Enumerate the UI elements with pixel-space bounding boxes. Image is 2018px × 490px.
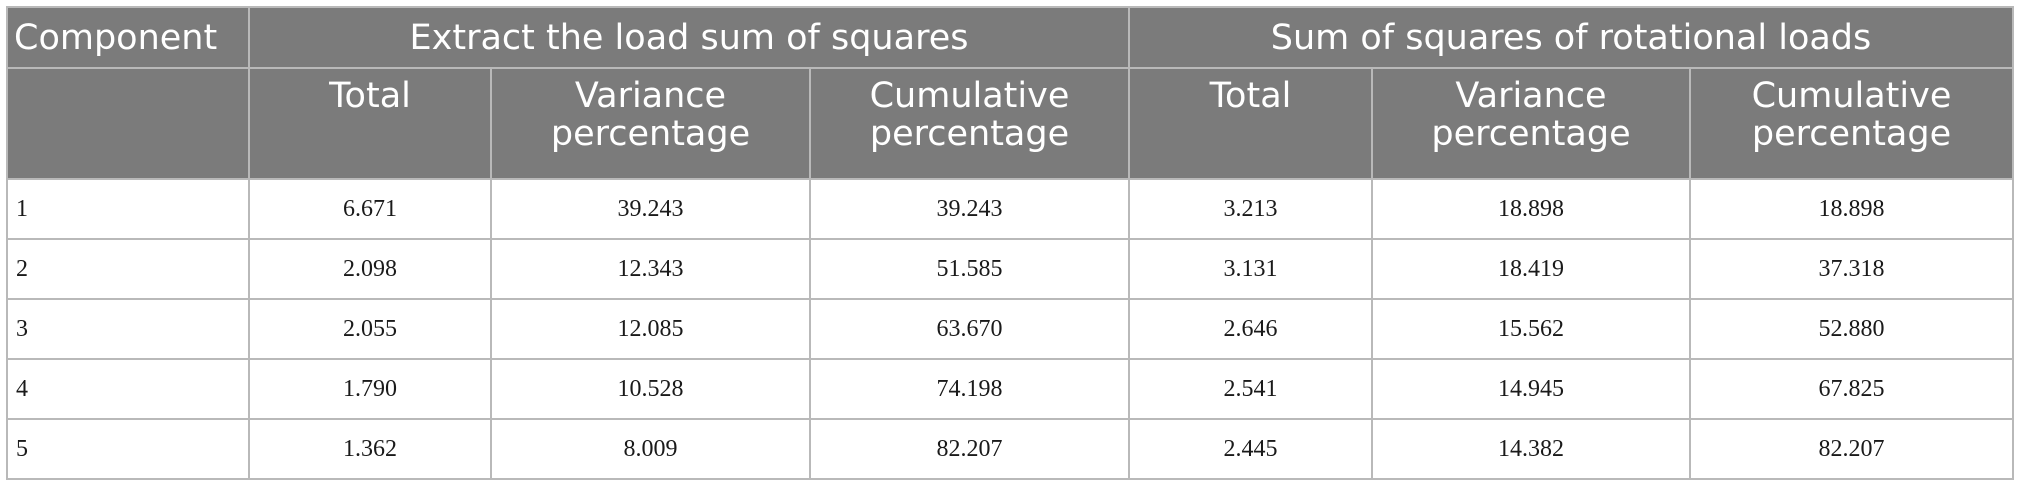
header-group-extract: Extract the load sum of squares: [248, 6, 1130, 69]
table-cell: 67.825: [1689, 358, 2014, 420]
table-cell: 82.207: [1689, 418, 2014, 480]
component-cell: 4: [6, 358, 250, 420]
table-cell: 74.198: [809, 358, 1130, 420]
table-cell: 82.207: [809, 418, 1130, 480]
table-cell: 1.790: [248, 358, 492, 420]
component-cell: 2: [6, 238, 250, 300]
table-cell: 39.243: [809, 178, 1130, 240]
header-component: Component: [6, 6, 250, 69]
component-cell: 3: [6, 298, 250, 360]
table-cell: 14.945: [1371, 358, 1691, 420]
table-row: 5 1.362 8.009 82.207 2.445 14.382 82.207: [6, 418, 2014, 480]
table-cell: 63.670: [809, 298, 1130, 360]
table-cell: 1.362: [248, 418, 492, 480]
table-cell: 2.055: [248, 298, 492, 360]
header-row-groups: Component Extract the load sum of square…: [6, 6, 2014, 69]
table-cell: 14.382: [1371, 418, 1691, 480]
table-cell: 15.562: [1371, 298, 1691, 360]
table-row: 3 2.055 12.085 63.670 2.646 15.562 52.88…: [6, 298, 2014, 360]
table-cell: 2.541: [1128, 358, 1373, 420]
table-cell: 6.671: [248, 178, 492, 240]
table-cell: 12.343: [490, 238, 811, 300]
header-col-cumulative: Cumulative percentage: [809, 67, 1130, 180]
table-cell: 12.085: [490, 298, 811, 360]
header-row-columns: Total Variance percentage Cumulative per…: [6, 67, 2014, 180]
table-row: 2 2.098 12.343 51.585 3.131 18.419 37.31…: [6, 238, 2014, 300]
variance-explained-table: Component Extract the load sum of square…: [6, 6, 2014, 480]
table-cell: 2.445: [1128, 418, 1373, 480]
table-cell: 18.898: [1371, 178, 1691, 240]
table-cell: 18.419: [1371, 238, 1691, 300]
table-cell: 2.098: [248, 238, 492, 300]
header-col-total: Total: [248, 67, 492, 180]
table-cell: 2.646: [1128, 298, 1373, 360]
header-col-cumulative: Cumulative percentage: [1689, 67, 2014, 180]
table-cell: 51.585: [809, 238, 1130, 300]
table-cell: 10.528: [490, 358, 811, 420]
header-group-rotational: Sum of squares of rotational loads: [1128, 6, 2014, 69]
header-col-variance: Variance percentage: [490, 67, 811, 180]
table-header: Component Extract the load sum of square…: [6, 6, 2014, 180]
table-cell: 37.318: [1689, 238, 2014, 300]
table-row: 1 6.671 39.243 39.243 3.213 18.898 18.89…: [6, 178, 2014, 240]
table-cell: 39.243: [490, 178, 811, 240]
table-cell: 3.213: [1128, 178, 1373, 240]
table-body: 1 6.671 39.243 39.243 3.213 18.898 18.89…: [6, 178, 2014, 480]
header-col-variance: Variance percentage: [1371, 67, 1691, 180]
table-row: 4 1.790 10.528 74.198 2.541 14.945 67.82…: [6, 358, 2014, 420]
header-col-total: Total: [1128, 67, 1373, 180]
component-cell: 1: [6, 178, 250, 240]
data-table-container: Component Extract the load sum of square…: [6, 6, 2014, 480]
table-cell: 3.131: [1128, 238, 1373, 300]
table-cell: 52.880: [1689, 298, 2014, 360]
table-cell: 8.009: [490, 418, 811, 480]
component-cell: 5: [6, 418, 250, 480]
header-blank: [6, 67, 250, 180]
table-cell: 18.898: [1689, 178, 2014, 240]
